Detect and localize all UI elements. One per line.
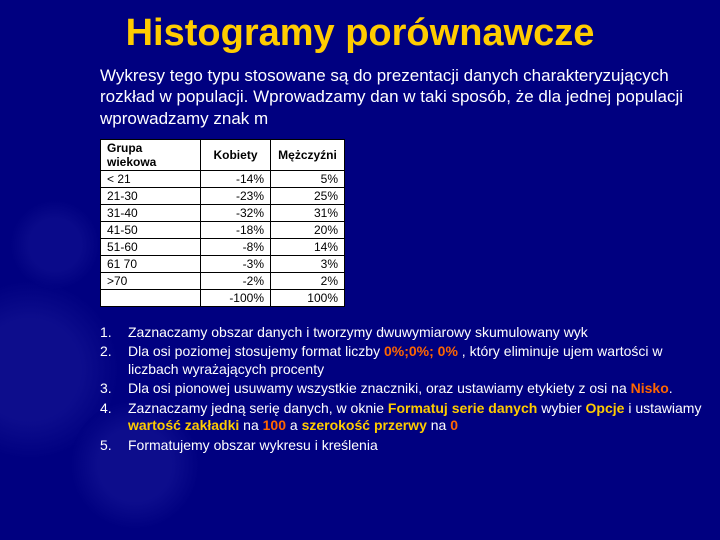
list-text: Dla osi pionowej usuwamy wszystkie znacz…: [128, 380, 710, 398]
highlight-text: 0: [450, 417, 458, 433]
table-row: 41-50-18%20%: [101, 221, 345, 238]
table-row: -100%100%: [101, 289, 345, 306]
list-text: Formatujemy obszar wykresu i kreślenia: [128, 437, 710, 455]
list-text: Zaznaczamy obszar danych i tworzymy dwuw…: [128, 324, 710, 342]
text-segment: Zaznaczamy jedną serię danych, w oknie: [128, 400, 388, 416]
list-item: 3.Dla osi pionowej usuwamy wszystkie zna…: [100, 380, 710, 398]
text-segment: a: [286, 417, 302, 433]
highlight-text: wartość zakładki: [128, 417, 239, 433]
table-cell: >70: [101, 272, 201, 289]
table-cell: 31%: [271, 204, 345, 221]
text-segment: Formatujemy obszar wykresu i kreślenia: [128, 437, 378, 453]
text-segment: i ustawiamy: [624, 400, 701, 416]
table-row: 21-30-23%25%: [101, 187, 345, 204]
table-row: >70-2%2%: [101, 272, 345, 289]
table-cell: < 21: [101, 170, 201, 187]
table-row: 31-40-32%31%: [101, 204, 345, 221]
list-text: Dla osi poziomej stosujemy format liczby…: [128, 343, 710, 378]
table-cell: 2%: [271, 272, 345, 289]
table-header: Kobiety: [201, 139, 271, 170]
list-item: 5.Formatujemy obszar wykresu i kreślenia: [100, 437, 710, 455]
text-segment: Dla osi pionowej usuwamy wszystkie znacz…: [128, 380, 631, 396]
text-segment: Zaznaczamy obszar danych i tworzymy dwuw…: [128, 324, 588, 340]
list-number: 4.: [100, 400, 128, 435]
table-cell: -3%: [201, 255, 271, 272]
list-number: 3.: [100, 380, 128, 398]
table-cell: 51-60: [101, 238, 201, 255]
list-item: 1.Zaznaczamy obszar danych i tworzymy dw…: [100, 324, 710, 342]
table-cell: -8%: [201, 238, 271, 255]
table-cell: -32%: [201, 204, 271, 221]
table-cell: 31-40: [101, 204, 201, 221]
table-cell: -14%: [201, 170, 271, 187]
table-cell: -100%: [201, 289, 271, 306]
table-row: 61 70-3%3%: [101, 255, 345, 272]
table-cell: [101, 289, 201, 306]
highlight-text: 0%;0%; 0%: [384, 343, 458, 359]
table-cell: -18%: [201, 221, 271, 238]
highlight-text: Formatuj serie danych: [388, 400, 537, 416]
table-cell: 41-50: [101, 221, 201, 238]
list-number: 2.: [100, 343, 128, 378]
table-cell: -23%: [201, 187, 271, 204]
table-cell: 100%: [271, 289, 345, 306]
list-number: 1.: [100, 324, 128, 342]
table-header: Mężczyźni: [271, 139, 345, 170]
text-segment: Dla osi poziomej stosujemy format liczby: [128, 343, 384, 359]
bg-gear: [10, 200, 100, 290]
text-segment: na: [239, 417, 262, 433]
table-cell: 5%: [271, 170, 345, 187]
table-cell: -2%: [201, 272, 271, 289]
table-cell: 61 70: [101, 255, 201, 272]
data-table-container: Grupa wiekowaKobietyMężczyźni < 21-14%5%…: [100, 139, 345, 307]
table-cell: 20%: [271, 221, 345, 238]
table-row: < 21-14%5%: [101, 170, 345, 187]
table-cell: 3%: [271, 255, 345, 272]
table-header: Grupa wiekowa: [101, 139, 201, 170]
highlight-text: 100: [263, 417, 286, 433]
table-cell: 21-30: [101, 187, 201, 204]
table-row: 51-60-8%14%: [101, 238, 345, 255]
highlight-text: Nisko: [631, 380, 669, 396]
text-segment: wybier: [537, 400, 585, 416]
highlight-text: Opcje: [586, 400, 625, 416]
text-segment: na: [427, 417, 450, 433]
intro-paragraph: Wykresy tego typu stosowane są do prezen…: [0, 65, 720, 139]
list-number: 5.: [100, 437, 128, 455]
table-cell: 25%: [271, 187, 345, 204]
instruction-list: 1.Zaznaczamy obszar danych i tworzymy dw…: [0, 324, 720, 455]
list-item: 4.Zaznaczamy jedną serię danych, w oknie…: [100, 400, 710, 435]
text-segment: .: [669, 380, 673, 396]
list-item: 2.Dla osi poziomej stosujemy format licz…: [100, 343, 710, 378]
highlight-text: szerokość przerwy: [302, 417, 427, 433]
page-title: Histogramy porównawcze: [0, 0, 720, 65]
list-text: Zaznaczamy jedną serię danych, w oknie F…: [128, 400, 710, 435]
data-table: Grupa wiekowaKobietyMężczyźni < 21-14%5%…: [100, 139, 345, 307]
table-cell: 14%: [271, 238, 345, 255]
